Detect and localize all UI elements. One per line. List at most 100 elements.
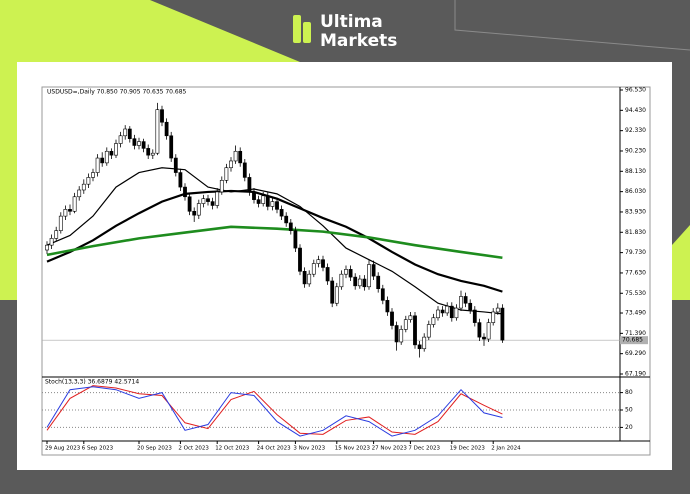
candle-body xyxy=(196,203,201,216)
candle-body xyxy=(353,276,358,287)
candle-body xyxy=(127,128,132,139)
y-tick-label: 88.130 xyxy=(625,168,646,175)
candle-body xyxy=(454,307,459,319)
candle-body xyxy=(417,344,422,350)
candle-body xyxy=(178,172,183,188)
candle-body xyxy=(463,296,468,304)
candle-body xyxy=(252,191,256,200)
candle-body xyxy=(183,186,187,198)
y-tick-label: 94.430 xyxy=(625,107,646,114)
candle-body xyxy=(311,263,316,275)
y-tick-label: 20 xyxy=(625,424,633,431)
x-tick-label: 29 Aug 2023 xyxy=(45,446,81,452)
candle-body xyxy=(344,269,348,275)
y-tick-label: 69.290 xyxy=(625,350,646,357)
candle-body xyxy=(173,157,178,173)
candle-body xyxy=(164,121,169,137)
candle-body xyxy=(403,319,408,330)
candle-body xyxy=(362,278,367,288)
indicator-line xyxy=(46,385,503,435)
indicator-title: Stoch(13,3,3) 36.6879 42.5714 xyxy=(45,379,139,386)
candle-body xyxy=(58,215,63,231)
candle-body xyxy=(440,309,445,314)
candle-body xyxy=(63,209,68,217)
candle-body xyxy=(210,201,215,206)
indicator-line xyxy=(46,167,503,315)
candle-body xyxy=(81,183,86,191)
x-tick-label: 24 Oct 2023 xyxy=(257,446,292,452)
candle-body xyxy=(298,247,302,272)
candle-body xyxy=(436,309,440,319)
candle-body xyxy=(482,336,486,340)
candle-body xyxy=(215,191,220,206)
candle-body xyxy=(307,273,312,285)
candle-body xyxy=(238,150,243,164)
candle-body xyxy=(150,152,155,156)
candle-body xyxy=(394,325,399,343)
candle-body xyxy=(219,180,224,193)
candle-body xyxy=(91,172,95,178)
y-tick-label: 92.330 xyxy=(625,127,646,134)
indicator-line xyxy=(46,225,503,260)
candle-body xyxy=(357,278,362,287)
candle-body xyxy=(376,275,381,290)
candle-body xyxy=(45,244,49,251)
candle-body xyxy=(390,311,394,326)
x-tick-label: 6 Sep 2023 xyxy=(82,446,114,452)
candle-body xyxy=(468,302,473,311)
brand-name: Ultima xyxy=(320,12,383,32)
candle-body xyxy=(137,141,141,146)
candle-body xyxy=(472,309,477,323)
candle-body xyxy=(413,315,417,346)
candle-body xyxy=(449,305,454,319)
candle-body xyxy=(491,311,496,323)
candle-body xyxy=(109,150,114,156)
logo-mark xyxy=(293,15,301,43)
candle-body xyxy=(477,322,482,338)
candle-body xyxy=(385,300,390,313)
candle-body xyxy=(486,322,491,340)
accent-left xyxy=(0,0,300,300)
candle-body xyxy=(275,201,279,210)
candle-body xyxy=(321,259,325,268)
y-tick-label: 90.230 xyxy=(625,147,646,154)
candle-body xyxy=(302,270,307,285)
accent-right xyxy=(672,225,690,300)
candle-body xyxy=(316,259,321,264)
candle-body xyxy=(192,210,197,216)
candle-body xyxy=(261,195,266,204)
candle-body xyxy=(408,315,413,320)
candle-body xyxy=(459,296,463,309)
indicator-line xyxy=(46,386,503,437)
candle-body xyxy=(399,329,404,343)
candle-body xyxy=(279,209,284,217)
x-tick-label: 2 Oct 2023 xyxy=(178,446,209,452)
x-tick-label: 27 Nov 2023 xyxy=(372,446,408,452)
y-tick-label: 71.390 xyxy=(625,330,646,337)
x-tick-label: 20 Sep 2023 xyxy=(137,446,172,452)
candle-body xyxy=(187,196,192,212)
candle-body xyxy=(86,177,91,185)
candle-body xyxy=(284,215,289,224)
x-tick-label: 2 Jan 2024 xyxy=(491,446,521,452)
candle-body xyxy=(339,273,344,288)
y-tick-label: 83.930 xyxy=(625,208,646,215)
candle-body xyxy=(265,195,270,207)
candle-body xyxy=(288,222,293,231)
candle-body xyxy=(256,199,261,204)
candle-body xyxy=(123,128,128,137)
candle-body xyxy=(422,336,427,350)
y-tick-label: 86.030 xyxy=(625,188,646,195)
candle-body xyxy=(114,143,118,156)
candle-body xyxy=(495,307,500,313)
candle-body xyxy=(68,209,72,212)
candle-body xyxy=(367,264,371,288)
candle-body xyxy=(201,198,206,204)
candle-body xyxy=(141,141,146,149)
candle-body xyxy=(371,264,376,277)
candle-body xyxy=(247,177,252,193)
x-tick-label: 12 Oct 2023 xyxy=(215,446,250,452)
candle-body xyxy=(293,230,298,249)
y-tick-label: 77.630 xyxy=(625,269,646,276)
candle-body xyxy=(348,269,353,278)
